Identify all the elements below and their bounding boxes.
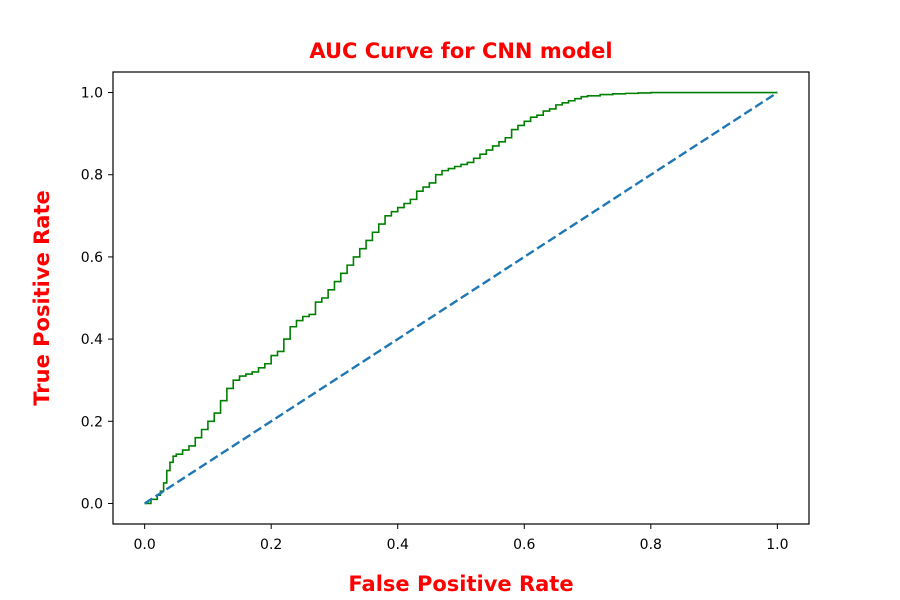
roc-curve-line — [144, 91, 778, 505]
x-tick-label: 0.0 — [134, 537, 156, 553]
x-axis-label: False Positive Rate — [348, 572, 573, 596]
x-tick-label: 0.8 — [640, 537, 662, 553]
y-tick-label: 0.0 — [81, 496, 103, 512]
plot-area — [112, 71, 810, 525]
x-tick-label: 0.6 — [513, 537, 535, 553]
x-tick-label: 1.0 — [766, 537, 788, 553]
axis-ticks: 0.0 0.2 0.4 0.6 0.8 1.0 0.0 0.2 0.4 0.6 0.8 1.0 — [81, 86, 789, 553]
y-tick-label: 1.0 — [81, 86, 103, 102]
chart-title: AUC Curve for CNN model — [309, 39, 612, 63]
y-tick-label: 0.8 — [81, 168, 103, 184]
x-tick-label: 0.4 — [387, 537, 409, 553]
x-tick-label: 0.2 — [260, 537, 282, 553]
series-layer — [143, 91, 779, 505]
y-tick-label: 0.2 — [81, 414, 103, 430]
y-tick-label: 0.4 — [81, 332, 103, 348]
y-axis-label: True Positive Rate — [30, 190, 54, 406]
chance-diagonal-line — [143, 91, 779, 505]
y-tick-label: 0.6 — [81, 250, 103, 266]
